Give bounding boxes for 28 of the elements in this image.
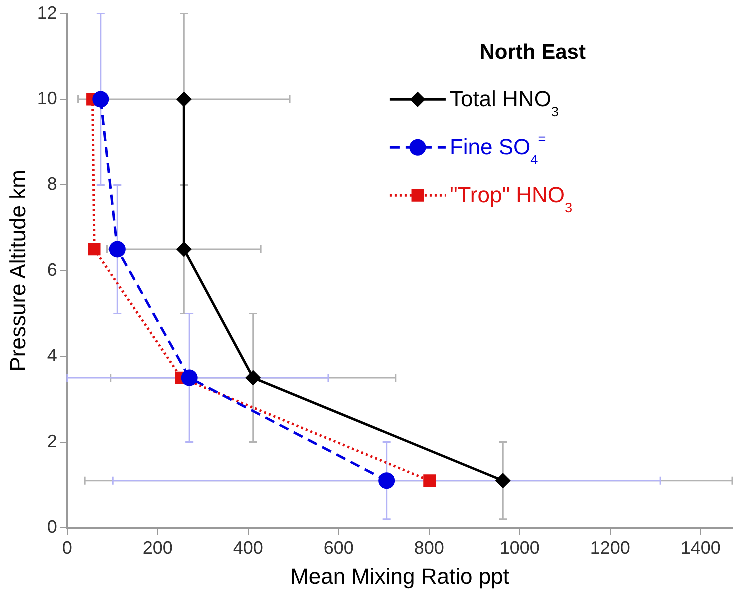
point bbox=[181, 370, 198, 386]
point bbox=[176, 92, 192, 107]
x-tick-label: 0 bbox=[62, 538, 72, 558]
point bbox=[109, 241, 126, 258]
point bbox=[496, 474, 510, 488]
x-tick-label: 800 bbox=[414, 538, 444, 558]
y-tick-label: 10 bbox=[37, 88, 58, 108]
text: North East bbox=[480, 40, 586, 64]
point bbox=[176, 242, 192, 257]
y-tick-label: 2 bbox=[47, 431, 58, 452]
point bbox=[246, 370, 261, 386]
y-tick-label: 12 bbox=[37, 2, 58, 23]
x-tick-label: 400 bbox=[233, 538, 264, 558]
x-axis-title: Mean Mixing Ratio ppt bbox=[290, 564, 510, 589]
point bbox=[378, 472, 396, 490]
y-tick-label: 8 bbox=[47, 174, 58, 194]
x-tick-label: 1200 bbox=[590, 538, 630, 558]
y-tick-label: 6 bbox=[47, 260, 58, 280]
point bbox=[92, 91, 110, 108]
y-tick-label: 4 bbox=[47, 346, 58, 366]
y-tick-label: 0 bbox=[47, 516, 58, 537]
y-axis-title: Pressure Altitude km bbox=[5, 170, 30, 372]
point bbox=[88, 243, 101, 256]
x-tick-label: 600 bbox=[324, 538, 354, 558]
point bbox=[424, 474, 436, 488]
x-tick-label: 1400 bbox=[680, 538, 721, 558]
x-tick-label: 200 bbox=[142, 538, 173, 558]
x-tick-label: 1000 bbox=[500, 538, 540, 558]
